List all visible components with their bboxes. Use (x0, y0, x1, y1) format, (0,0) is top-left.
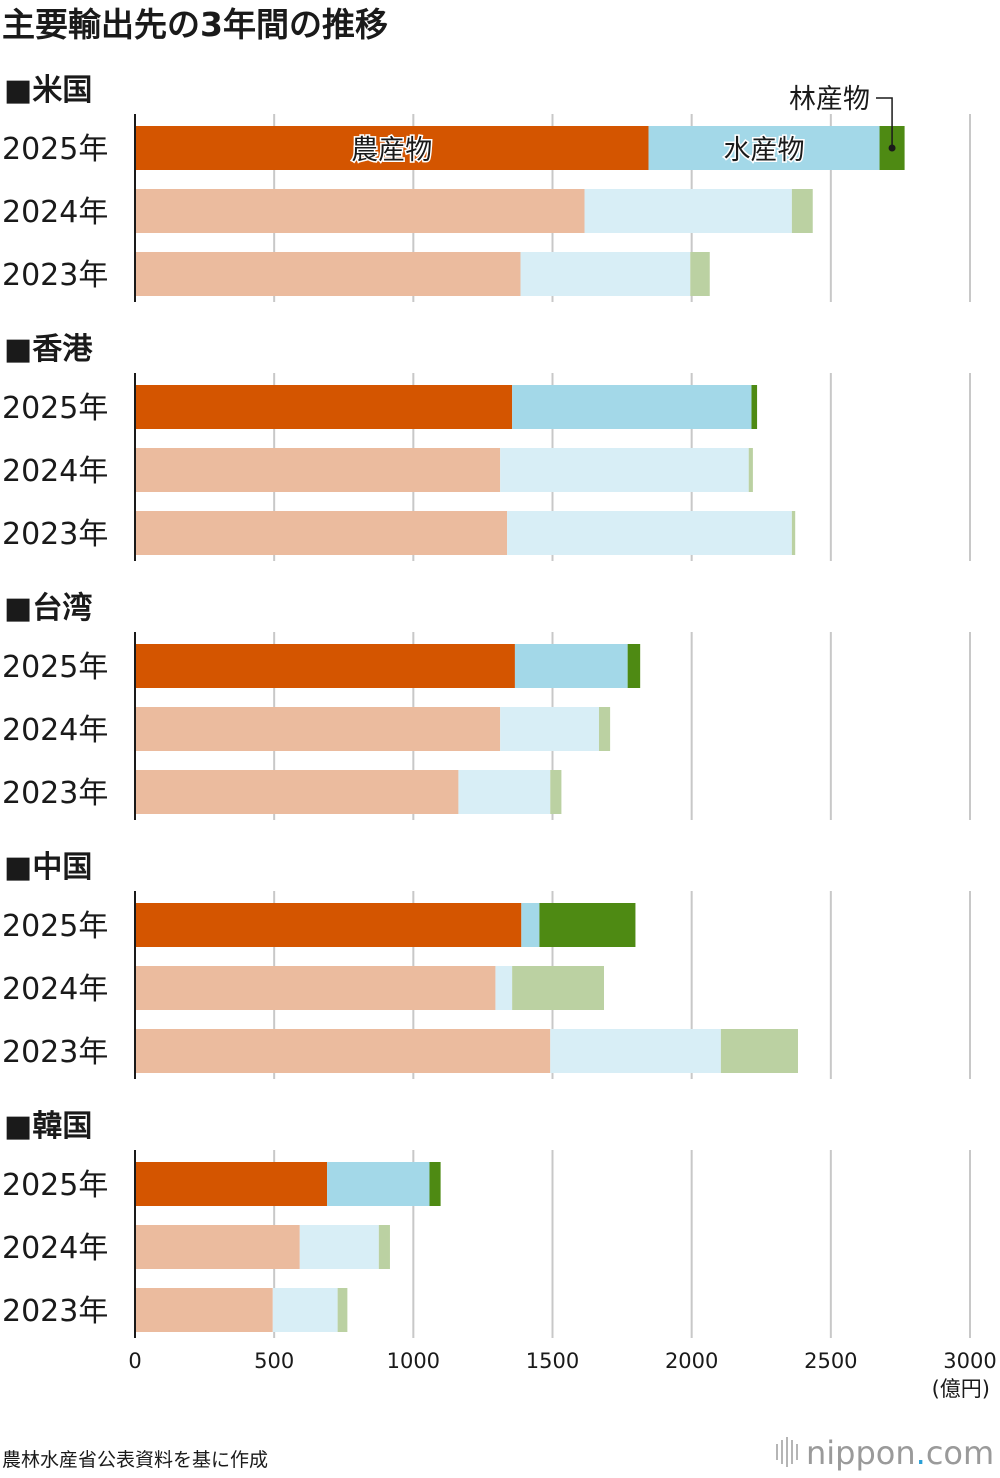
year-label: 2023年 (2, 517, 108, 552)
row-labels: ■米国 2025年 2024年 2023年 ■香港 2025年 2024年 2023年 ■台湾 2… (2, 73, 108, 1329)
bar-segment-forest (748, 448, 753, 492)
bar-segment-forest (791, 511, 796, 555)
bar-segment-agri (135, 189, 585, 233)
source-note: 農林水産省公表資料を基に作成 (2, 1449, 268, 1471)
section-heading: ■台湾 (4, 591, 92, 626)
section-heading: ■米国 (4, 73, 92, 108)
bar-segment-fish (500, 707, 599, 751)
bar-segment-agri (135, 644, 515, 688)
year-label: 2023年 (2, 776, 108, 811)
year-label: 2023年 (2, 1035, 108, 1070)
bar-segment-forest (539, 903, 636, 947)
section-heading: ■中国 (4, 850, 92, 885)
chart-title: 主要輸出先の3年間の推移 (2, 5, 388, 44)
bar-segment-agri (135, 385, 513, 429)
year-label: 2024年 (2, 195, 108, 230)
bar-segment-fish (514, 644, 628, 688)
bar-segment-forest (429, 1162, 441, 1206)
bar-segment-agri (135, 1029, 551, 1073)
forest-leader-line (876, 97, 893, 148)
bar-segment-fish (272, 1288, 338, 1332)
year-label: 2024年 (2, 972, 108, 1007)
x-tick-label: 1000 (387, 1349, 440, 1373)
x-tick-label: 2000 (665, 1349, 718, 1373)
bar-segment-fish (495, 966, 513, 1010)
bar-segment-forest (512, 966, 604, 1010)
bar-segment-agri (135, 966, 496, 1010)
year-label: 2023年 (2, 258, 108, 293)
bar-segment-agri (135, 770, 459, 814)
section-heading: ■韓国 (4, 1109, 92, 1144)
bar-segment-agri (135, 126, 649, 170)
bar-segment-forest (598, 707, 611, 751)
bar-segment-fish (512, 385, 752, 429)
bar-segment-forest (337, 1288, 348, 1332)
bar-segment-agri (135, 903, 522, 947)
bar-segment-fish (299, 1225, 379, 1269)
series-labels: 農産物 水産物 林産物 (350, 84, 896, 168)
x-tick-label: 0 (128, 1349, 141, 1373)
bar-segment-fish (648, 126, 880, 170)
bar-segment-agri (135, 511, 508, 555)
logo-text: nippon.com (806, 1434, 994, 1472)
bar-segment-agri (135, 1162, 328, 1206)
year-label: 2024年 (2, 1231, 108, 1266)
year-label: 2025年 (2, 650, 108, 685)
bar-segment-forest (627, 644, 641, 688)
nippon-logo: nippon.com (776, 1434, 994, 1472)
year-label: 2024年 (2, 454, 108, 489)
forest-leader-dot (888, 144, 896, 152)
year-label: 2025年 (2, 909, 108, 944)
bar-segment-forest (550, 770, 562, 814)
year-label: 2024年 (2, 713, 108, 748)
bar-segment-agri (135, 1225, 300, 1269)
x-tick-label: 1500 (526, 1349, 579, 1373)
year-label: 2025年 (2, 1168, 108, 1203)
bar-segment-fish (521, 903, 540, 947)
section-heading: ■香港 (4, 332, 93, 367)
bar-segment-agri (135, 1288, 273, 1332)
bar-segment-fish (507, 511, 792, 555)
bar-segment-fish (458, 770, 551, 814)
bars (135, 126, 905, 1332)
year-label: 2025年 (2, 391, 108, 426)
unit-label: (億円) (932, 1377, 990, 1401)
bar-segment-forest (791, 189, 813, 233)
series-label-forest: 林産物 (789, 84, 870, 115)
bar-segment-fish (500, 448, 749, 492)
series-label-fish: 水産物 (724, 135, 805, 166)
series-label-agri: 農産物 (351, 135, 432, 166)
year-label: 2023年 (2, 1294, 108, 1329)
bar-segment-agri (135, 448, 501, 492)
bar-segment-fish (584, 189, 792, 233)
year-label: 2025年 (2, 132, 108, 167)
logo-mark-icon (776, 1437, 798, 1467)
bar-segment-fish (327, 1162, 430, 1206)
x-tick-label: 500 (254, 1349, 294, 1373)
x-tick-label: 3000 (943, 1349, 996, 1373)
x-tick-label: 2500 (804, 1349, 857, 1373)
bar-segment-forest (690, 252, 710, 296)
x-axis: 0 500 1000 1500 2000 2500 3000 (128, 114, 997, 1373)
bar-segment-fish (550, 1029, 721, 1073)
bar-segment-fish (520, 252, 691, 296)
bar-segment-agri (135, 252, 521, 296)
bar-segment-forest (378, 1225, 390, 1269)
bar-segment-agri (135, 707, 501, 751)
bar-segment-forest (751, 385, 758, 429)
bar-segment-forest (720, 1029, 798, 1073)
